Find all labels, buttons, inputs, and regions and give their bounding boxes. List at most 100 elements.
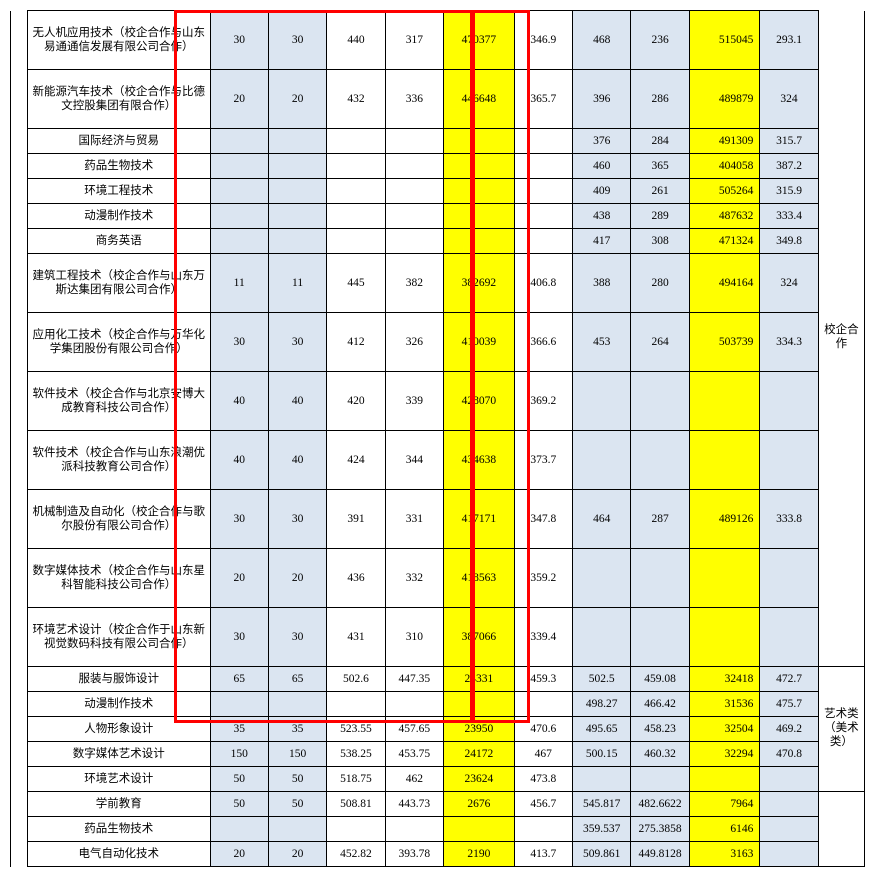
cell: 445 bbox=[327, 254, 385, 313]
table-row: 软件技术（校企合作与北京安博大成教育科技公司合作）404042033942807… bbox=[11, 372, 865, 431]
cell: 275.3858 bbox=[631, 817, 689, 842]
cell: 3163 bbox=[689, 842, 760, 867]
major-name: 药品生物技术 bbox=[28, 154, 210, 179]
cell: 509.861 bbox=[573, 842, 631, 867]
major-name: 应用化工技术（校企合作与万华化学集团股份有限公司合作） bbox=[28, 313, 210, 372]
table-row: 数字媒体技术（校企合作与山东星科智能科技公司合作）202043633241856… bbox=[11, 549, 865, 608]
cell: 359.2 bbox=[514, 549, 572, 608]
cell: 417 bbox=[573, 229, 631, 254]
major-name: 动漫制作技术 bbox=[28, 692, 210, 717]
cell bbox=[631, 767, 689, 792]
cell: 35 bbox=[210, 717, 268, 742]
cell: 20 bbox=[268, 549, 326, 608]
cell: 473.8 bbox=[514, 767, 572, 792]
cell bbox=[573, 372, 631, 431]
cell bbox=[444, 129, 515, 154]
cell bbox=[689, 608, 760, 667]
cell: 315.9 bbox=[760, 179, 818, 204]
cell: 503739 bbox=[689, 313, 760, 372]
cell bbox=[444, 179, 515, 204]
cell: 30 bbox=[268, 313, 326, 372]
cell: 382692 bbox=[444, 254, 515, 313]
cell: 310 bbox=[385, 608, 443, 667]
cell: 376 bbox=[573, 129, 631, 154]
cell bbox=[514, 179, 572, 204]
cell: 469.2 bbox=[760, 717, 818, 742]
cell: 387.2 bbox=[760, 154, 818, 179]
cell: 32294 bbox=[689, 742, 760, 767]
cell bbox=[631, 549, 689, 608]
cell bbox=[760, 842, 818, 867]
major-name: 无人机应用技术（校企合作与山东易通通信发展有限公司合作） bbox=[28, 11, 210, 70]
cell: 387066 bbox=[444, 608, 515, 667]
table-row: 建筑工程技术（校企合作与山东万斯达集团有限公司合作）11114453823826… bbox=[11, 254, 865, 313]
cell bbox=[210, 179, 268, 204]
cell: 468 bbox=[573, 11, 631, 70]
cell: 409 bbox=[573, 179, 631, 204]
major-name: 服装与服饰设计 bbox=[28, 667, 210, 692]
table-container: 无人机应用技术（校企合作与山东易通通信发展有限公司合作）303044031747… bbox=[10, 10, 865, 867]
cell bbox=[385, 154, 443, 179]
cell bbox=[689, 372, 760, 431]
cell bbox=[210, 129, 268, 154]
cell: 2190 bbox=[444, 842, 515, 867]
cell bbox=[210, 229, 268, 254]
cell: 349.8 bbox=[760, 229, 818, 254]
table-row: 药品生物技术359.537275.38586146 bbox=[11, 817, 865, 842]
table-row: 应用化工技术（校企合作与万华化学集团股份有限公司合作）3030412326410… bbox=[11, 313, 865, 372]
cell bbox=[514, 817, 572, 842]
cell: 458.23 bbox=[631, 717, 689, 742]
cell: 500.15 bbox=[573, 742, 631, 767]
cell: 417171 bbox=[444, 490, 515, 549]
table-row: 动漫制作技术498.27466.4231536475.7 bbox=[11, 692, 865, 717]
group-label bbox=[818, 792, 864, 867]
cell: 518.75 bbox=[327, 767, 385, 792]
cell: 452.82 bbox=[327, 842, 385, 867]
cell: 65 bbox=[268, 667, 326, 692]
cell: 440 bbox=[327, 11, 385, 70]
cell: 470377 bbox=[444, 11, 515, 70]
cell: 382 bbox=[385, 254, 443, 313]
cell bbox=[573, 767, 631, 792]
cell: 460 bbox=[573, 154, 631, 179]
table-row: 机械制造及自动化（校企合作与歌尔股份有限公司合作）303039133141717… bbox=[11, 490, 865, 549]
cell: 471324 bbox=[689, 229, 760, 254]
cell bbox=[631, 431, 689, 490]
cell bbox=[268, 817, 326, 842]
cell: 315.7 bbox=[760, 129, 818, 154]
table-row: 无人机应用技术（校企合作与山东易通通信发展有限公司合作）303044031747… bbox=[11, 11, 865, 70]
cell: 420 bbox=[327, 372, 385, 431]
major-name: 人物形象设计 bbox=[28, 717, 210, 742]
major-name: 软件技术（校企合作与北京安博大成教育科技公司合作） bbox=[28, 372, 210, 431]
cell: 347.8 bbox=[514, 490, 572, 549]
major-name: 环境艺术设计（校企合作于山东新视觉数码科技有限公司合作） bbox=[28, 608, 210, 667]
cell bbox=[268, 179, 326, 204]
major-name: 药品生物技术 bbox=[28, 817, 210, 842]
cell: 436 bbox=[327, 549, 385, 608]
cell: 50 bbox=[268, 792, 326, 817]
cell: 30 bbox=[268, 11, 326, 70]
cell bbox=[268, 204, 326, 229]
major-name: 环境艺术设计 bbox=[28, 767, 210, 792]
cell bbox=[327, 179, 385, 204]
cell bbox=[689, 549, 760, 608]
cell: 502.5 bbox=[573, 667, 631, 692]
cell: 286 bbox=[631, 70, 689, 129]
cell: 50 bbox=[210, 792, 268, 817]
cell: 475.7 bbox=[760, 692, 818, 717]
table-row: 学前教育5050508.81443.732676456.7545.817482.… bbox=[11, 792, 865, 817]
cell: 391 bbox=[327, 490, 385, 549]
cell bbox=[327, 154, 385, 179]
cell: 431 bbox=[327, 608, 385, 667]
major-name: 建筑工程技术（校企合作与山东万斯达集团有限公司合作） bbox=[28, 254, 210, 313]
cell bbox=[444, 817, 515, 842]
major-name: 商务英语 bbox=[28, 229, 210, 254]
cell: 30 bbox=[210, 608, 268, 667]
cell: 438 bbox=[573, 204, 631, 229]
cell bbox=[444, 154, 515, 179]
cell: 339.4 bbox=[514, 608, 572, 667]
cell: 287 bbox=[631, 490, 689, 549]
cell bbox=[385, 179, 443, 204]
cell bbox=[573, 431, 631, 490]
cell: 373.7 bbox=[514, 431, 572, 490]
